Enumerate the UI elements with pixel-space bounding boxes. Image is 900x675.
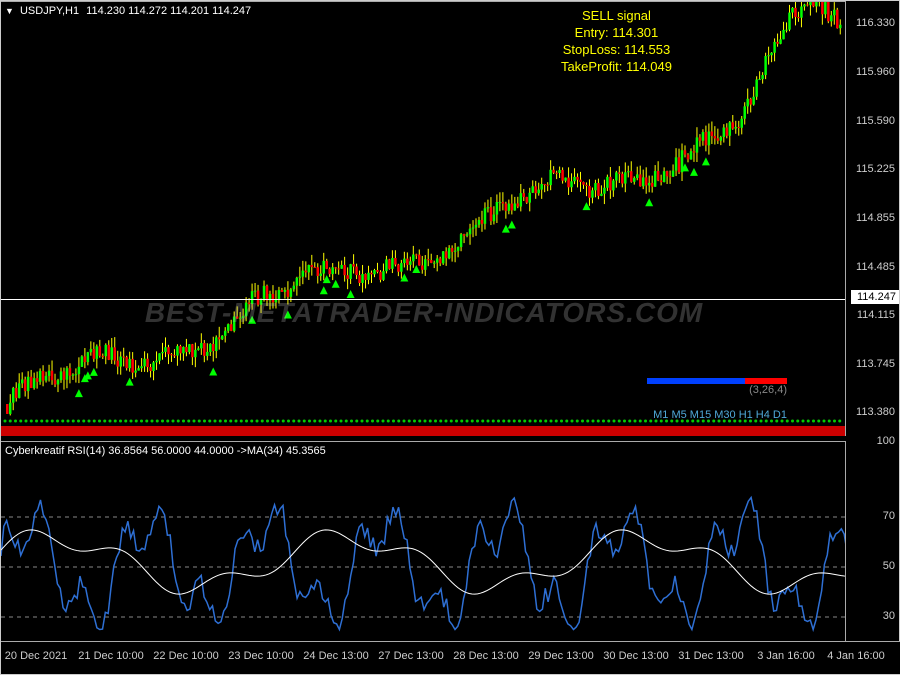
signal-type: SELL signal xyxy=(561,7,672,24)
time-x-axis: 20 Dec 202121 Dec 10:0022 Dec 10:0023 De… xyxy=(1,641,900,674)
chart-container: ▼ USDJPY,H1 114.230 114.272 114.201 114.… xyxy=(0,0,900,675)
price-y-axis: 116.330115.960115.590115.225114.855114.4… xyxy=(845,1,899,436)
rsi-y-axis: 100705030 xyxy=(845,441,899,641)
rsi-sub-chart[interactable]: Cyberkreatif RSI(14) 36.8564 56.0000 44.… xyxy=(1,441,847,641)
indicator-params: (3,26,4) xyxy=(749,384,787,396)
ohlc-label: 114.230 114.272 114.201 114.247 xyxy=(86,5,251,17)
green-dot-strip xyxy=(1,418,847,424)
rsi-title: Cyberkreatif RSI(14) 36.8564 56.0000 44.… xyxy=(5,445,326,457)
main-price-chart[interactable]: ▼ USDJPY,H1 114.230 114.272 114.201 114.… xyxy=(1,1,847,436)
dropdown-icon[interactable]: ▼ xyxy=(5,6,14,16)
signal-stoploss: StopLoss: 114.553 xyxy=(561,41,672,58)
candlestick-svg xyxy=(1,2,847,437)
current-price-line xyxy=(1,299,847,300)
signal-entry: Entry: 114.301 xyxy=(561,24,672,41)
signal-bar xyxy=(647,378,787,384)
red-indicator-strip xyxy=(1,426,847,436)
signal-info: SELL signal Entry: 114.301 StopLoss: 114… xyxy=(561,7,672,75)
rsi-svg xyxy=(1,442,847,642)
symbol-label: USDJPY,H1 xyxy=(20,5,79,17)
chart-title: ▼ USDJPY,H1 114.230 114.272 114.201 114.… xyxy=(5,5,251,17)
signal-takeprofit: TakeProfit: 114.049 xyxy=(561,58,672,75)
